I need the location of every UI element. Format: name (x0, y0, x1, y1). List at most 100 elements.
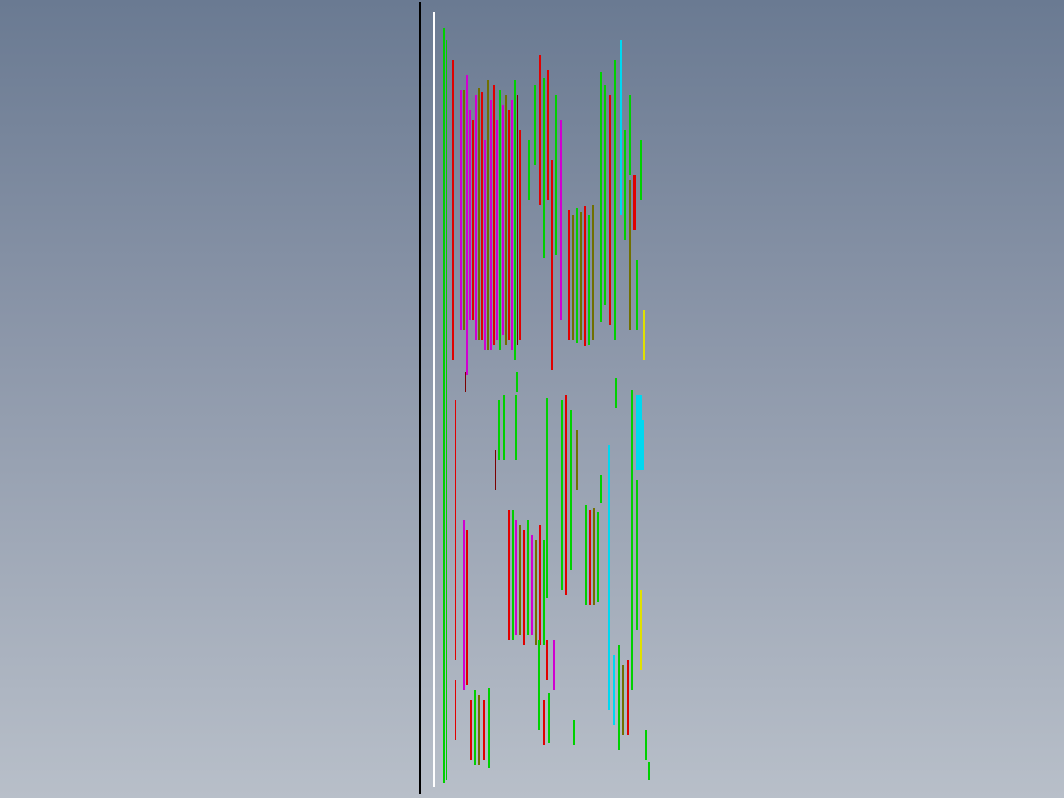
geometry-line (543, 78, 545, 258)
geometry-line (609, 95, 611, 325)
geometry-line (502, 105, 504, 335)
geometry-line (568, 210, 570, 340)
geometry-line (546, 640, 548, 680)
geometry-line (474, 690, 476, 765)
geometry-line (570, 410, 572, 570)
geometry-line (484, 140, 486, 350)
geometry-line (419, 2, 421, 794)
geometry-line (588, 215, 590, 345)
geometry-line (597, 512, 599, 602)
geometry-line (483, 700, 485, 760)
geometry-line (433, 12, 435, 787)
geometry-line (499, 90, 501, 350)
geometry-line (572, 215, 574, 340)
geometry-line (443, 28, 445, 783)
geometry-line (478, 695, 480, 765)
geometry-line (527, 520, 529, 635)
geometry-line (472, 120, 474, 320)
geometry-line (528, 140, 530, 200)
geometry-line (543, 540, 545, 645)
geometry-line (631, 390, 633, 690)
geometry-line (633, 175, 636, 230)
geometry-line (593, 508, 595, 605)
geometry-line (463, 90, 465, 330)
geometry-line (648, 762, 650, 780)
geometry-line (523, 530, 525, 645)
geometry-line (643, 310, 645, 360)
geometry-line (534, 85, 536, 165)
geometry-line (620, 40, 622, 215)
geometry-line (548, 693, 550, 743)
geometry-line (624, 130, 626, 240)
geometry-line (629, 180, 631, 330)
geometry-line (555, 95, 557, 255)
geometry-line (560, 120, 562, 320)
geometry-line (547, 70, 549, 200)
geometry-line (515, 395, 517, 460)
geometry-line (600, 72, 602, 322)
geometry-line (446, 40, 447, 780)
geometry-line (487, 80, 489, 350)
geometry-line (508, 510, 510, 640)
geometry-line (584, 206, 586, 346)
geometry-line (640, 590, 642, 670)
geometry-line (508, 110, 510, 340)
geometry-line (613, 655, 615, 725)
geometry-line (463, 520, 465, 690)
cad-viewport[interactable] (0, 0, 1064, 798)
geometry-line (466, 75, 468, 375)
geometry-line (576, 208, 578, 343)
geometry-line (460, 90, 462, 330)
geometry-line (645, 730, 647, 760)
geometry-line (469, 110, 471, 320)
geometry-line (538, 640, 540, 730)
geometry-line (551, 160, 553, 370)
geometry-line (576, 430, 578, 490)
geometry-line (452, 60, 454, 360)
geometry-line (543, 700, 545, 745)
geometry-line (493, 85, 495, 345)
geometry-line (636, 260, 638, 330)
geometry-line (519, 525, 521, 635)
geometry-line (514, 80, 516, 360)
geometry-line (470, 700, 472, 760)
geometry-line (465, 372, 466, 392)
geometry-line (608, 445, 610, 710)
geometry-line (517, 95, 518, 345)
geometry-line (478, 88, 480, 340)
geometry-line (455, 680, 456, 740)
geometry-line (614, 60, 616, 340)
geometry-line (629, 95, 631, 175)
geometry-line (498, 400, 500, 460)
geometry-line (592, 205, 594, 340)
geometry-line (519, 130, 521, 340)
geometry-line (618, 645, 620, 750)
geometry-line (495, 450, 496, 490)
geometry-line (580, 212, 582, 340)
geometry-line (515, 520, 517, 635)
geometry-line (604, 85, 606, 305)
geometry-line (627, 660, 629, 735)
geometry-line (622, 665, 624, 735)
geometry-line (488, 688, 490, 768)
geometry-line (505, 95, 507, 345)
geometry-line (511, 100, 513, 350)
geometry-line (539, 55, 541, 205)
geometry-line (600, 475, 602, 503)
geometry-line (636, 420, 644, 470)
geometry-line (561, 400, 563, 590)
geometry-line (531, 535, 533, 635)
geometry-line (503, 395, 505, 460)
geometry-line (553, 640, 555, 690)
geometry-line (512, 510, 514, 640)
geometry-line (565, 395, 567, 595)
geometry-line (589, 510, 591, 605)
geometry-line (535, 540, 537, 645)
geometry-line (490, 100, 492, 350)
geometry-line (636, 480, 638, 630)
geometry-line (615, 378, 617, 408)
geometry-line (455, 400, 456, 660)
geometry-line (496, 120, 498, 340)
geometry-line (640, 140, 642, 200)
geometry-line (539, 525, 541, 645)
